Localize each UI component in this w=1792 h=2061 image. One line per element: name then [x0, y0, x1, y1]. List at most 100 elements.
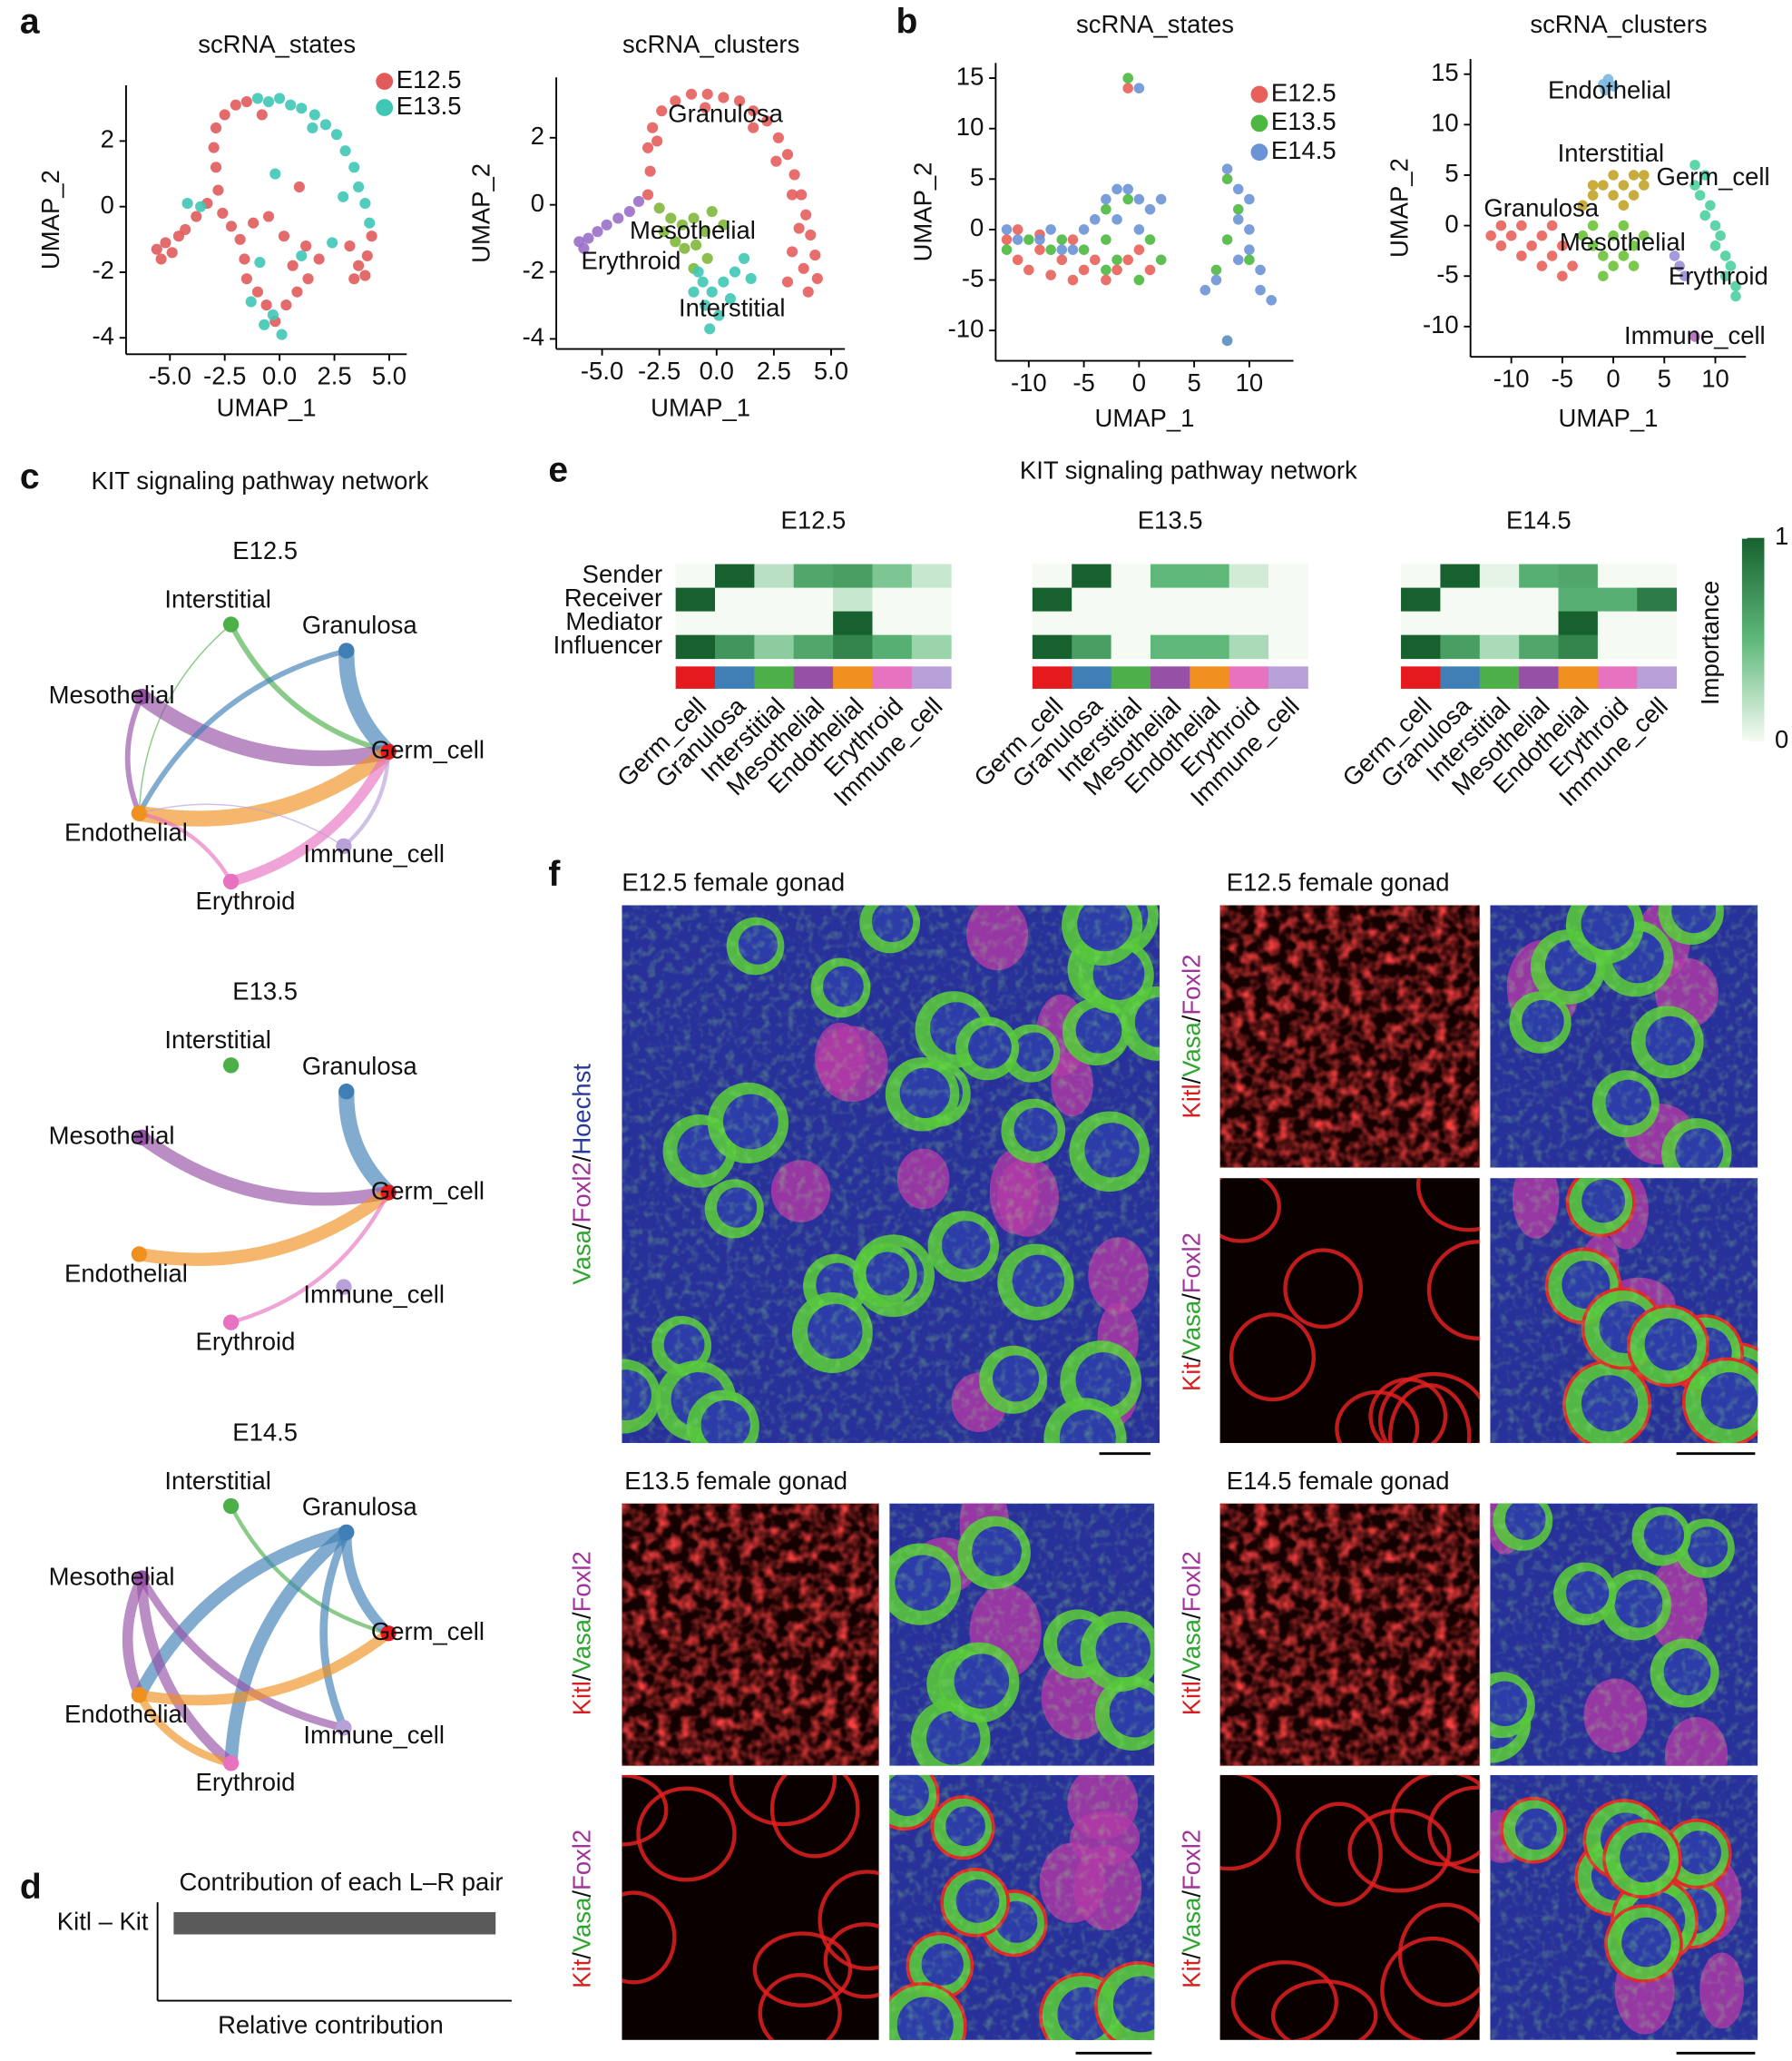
edge [132, 1185, 396, 1266]
point [1587, 190, 1599, 201]
point [1155, 193, 1167, 205]
point [1056, 254, 1068, 266]
node [380, 1184, 397, 1201]
x-tick-label: 0.0 [700, 357, 734, 385]
point [718, 276, 730, 288]
point [1639, 170, 1650, 181]
cluster-label: Immune_cell [1624, 321, 1766, 349]
point [1001, 234, 1013, 245]
heat-cell [1637, 587, 1678, 613]
y-tick-label: 0 [531, 189, 544, 217]
legend-marker [376, 73, 394, 91]
edge [133, 688, 397, 767]
point [1600, 84, 1611, 96]
point [748, 122, 759, 133]
x-tick-label: 2.5 [317, 362, 351, 390]
stain-label: Kit/Vasa/Foxl2 [568, 1830, 596, 1988]
point [260, 299, 272, 311]
x-axis-label: UMAP_1 [1559, 404, 1659, 432]
point [234, 233, 246, 245]
colorbar-label: Importance [1696, 581, 1724, 705]
y-tick-label: -5 [1436, 260, 1458, 288]
stain-name: / [568, 1222, 596, 1230]
point [1034, 234, 1045, 245]
stain-label: Kitl/Vasa/Foxl2 [1178, 1551, 1206, 1715]
point [359, 197, 371, 210]
panel-label: d [20, 1868, 42, 1907]
point [1101, 274, 1111, 286]
point [245, 296, 257, 308]
heat-cell [1190, 634, 1230, 660]
heat-cell [1401, 564, 1441, 589]
point [1244, 193, 1255, 205]
group-title: E14.5 [1506, 506, 1572, 535]
category-color [1229, 666, 1269, 689]
point [1144, 203, 1156, 215]
node [222, 1497, 240, 1515]
x-tick-label: -10 [1493, 364, 1530, 392]
y-axis-label: UMAP_2 [1385, 158, 1413, 258]
node-label: Germ_cell [371, 1617, 485, 1645]
membrane [1427, 1785, 1480, 1874]
y-tick-label: 5 [1444, 159, 1458, 187]
category-color [1032, 666, 1072, 689]
point [1034, 244, 1045, 255]
heat-cell [1637, 611, 1678, 636]
point [1122, 254, 1133, 266]
point [1111, 183, 1122, 195]
point [1618, 220, 1630, 231]
point [1255, 264, 1266, 276]
point [1078, 224, 1090, 235]
category-color [872, 666, 913, 689]
heat-cell [675, 564, 716, 589]
micrograph [1490, 1774, 1758, 2040]
heat-cell [833, 634, 873, 660]
node [380, 743, 397, 760]
point [1505, 230, 1517, 241]
speckle [889, 1503, 1155, 1766]
micrograph [1490, 1178, 1758, 1444]
point [670, 236, 681, 248]
heat-cell [1072, 564, 1112, 589]
stain-label: Kit/Vasa/Foxl2 [1178, 1232, 1206, 1391]
stain-name: Foxl2 [568, 1830, 596, 1890]
node-label: Germ_cell [371, 736, 485, 764]
stain-name: / [1178, 1015, 1206, 1022]
edge [135, 1131, 396, 1206]
heat-cell [911, 634, 952, 660]
point [798, 262, 809, 274]
point [688, 212, 700, 224]
image-title: E13.5 female gonad [624, 1467, 847, 1495]
point [1133, 83, 1145, 93]
membrane [1283, 1248, 1364, 1330]
edge [338, 643, 397, 760]
heat-cell [872, 634, 913, 660]
heat-cell [1401, 634, 1441, 660]
category-color [1637, 666, 1678, 689]
point [338, 191, 349, 202]
edge [224, 1526, 354, 1771]
micrograph [889, 1503, 1155, 1766]
micrograph [889, 1774, 1155, 2040]
heat-cell [754, 564, 795, 589]
point [1255, 284, 1266, 296]
node-label: Endothelial [64, 819, 188, 847]
point [225, 221, 238, 232]
x-tick-label: 10 [1236, 368, 1264, 397]
point [724, 293, 736, 305]
stain-name: Vasa [568, 1618, 596, 1673]
point [701, 252, 713, 264]
point [1719, 270, 1731, 281]
point [1516, 220, 1527, 231]
point [700, 299, 711, 311]
point [1715, 230, 1726, 241]
node [222, 1057, 240, 1074]
stain-label: Vasa/Foxl2/Hoechst [568, 1064, 596, 1285]
y-tick-label: 10 [1431, 109, 1459, 137]
edge [133, 1627, 394, 1706]
point [1111, 264, 1122, 276]
point [1709, 240, 1721, 251]
point [195, 201, 207, 212]
heat-cell [675, 587, 716, 613]
panel-label: f [548, 855, 561, 894]
